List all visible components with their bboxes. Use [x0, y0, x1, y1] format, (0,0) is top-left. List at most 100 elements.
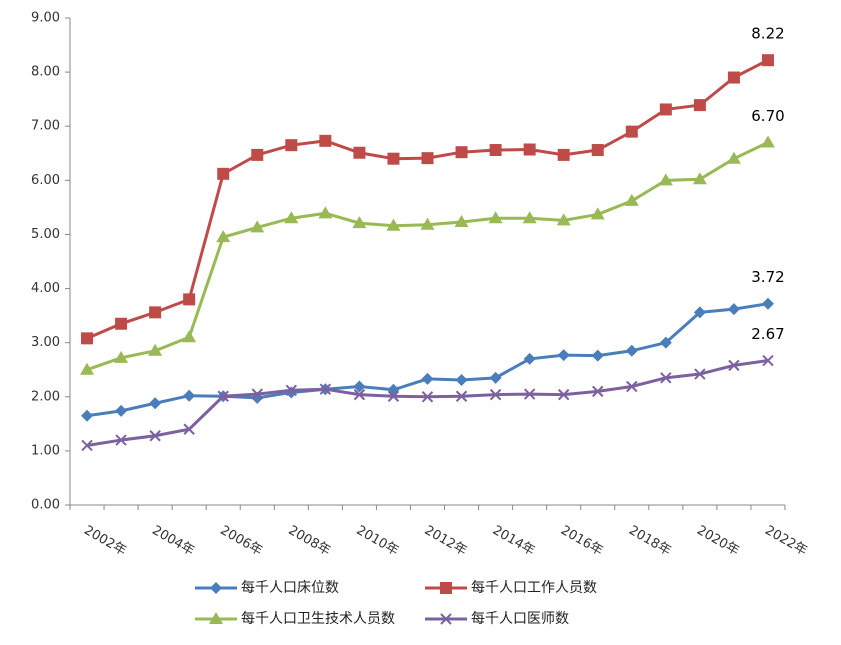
marker: [440, 613, 452, 625]
marker: [183, 389, 196, 402]
marker: [488, 211, 503, 224]
marker: [693, 99, 706, 112]
marker: [115, 317, 128, 330]
marker: [728, 359, 740, 372]
x-tick-label: 2008年: [286, 523, 333, 559]
marker: [81, 332, 94, 345]
marker: [353, 388, 366, 401]
x-tick-label: 2014年: [490, 523, 537, 559]
y-tick-label: 2.00: [31, 389, 60, 404]
y-tick-label: 3.00: [31, 335, 60, 350]
marker: [625, 125, 638, 138]
marker: [626, 380, 638, 393]
y-tick-label: 4.00: [31, 281, 60, 296]
marker: [149, 397, 162, 410]
marker: [183, 423, 195, 435]
marker: [557, 388, 570, 401]
marker: [592, 385, 604, 398]
marker-stroke: [592, 385, 604, 398]
marker: [693, 306, 706, 319]
y-tick-label: 8.00: [31, 65, 60, 80]
marker: [489, 144, 502, 157]
marker: [80, 362, 95, 375]
y-tick-label: 0.00: [31, 498, 60, 513]
marker: [659, 336, 672, 349]
marker: [591, 144, 604, 157]
marker: [387, 152, 400, 165]
marker: [556, 213, 571, 226]
marker-stroke: [523, 388, 536, 400]
marker-stroke: [455, 390, 468, 402]
value-label: 8.22: [751, 25, 784, 43]
x-tick-label: 2016年: [558, 523, 605, 559]
marker: [285, 384, 298, 396]
marker: [624, 193, 639, 206]
marker: [455, 146, 468, 159]
marker-stroke: [762, 354, 774, 367]
marker: [318, 206, 333, 219]
marker: [761, 54, 774, 67]
marker: [387, 390, 400, 402]
marker: [591, 349, 604, 362]
marker-stroke: [183, 423, 195, 435]
marker-stroke: [217, 390, 229, 402]
marker: [726, 151, 741, 164]
legend-label: 每千人口床位数: [241, 580, 339, 596]
x-tick-label: 2018年: [626, 523, 673, 559]
marker: [209, 612, 223, 624]
marker-stroke: [660, 372, 672, 384]
marker: [284, 211, 299, 224]
marker: [761, 297, 774, 310]
marker: [762, 354, 774, 367]
y-tick-label: 1.00: [31, 443, 60, 458]
marker-stroke: [440, 613, 452, 625]
x-tick-label: 2006年: [218, 523, 265, 559]
marker-stroke: [557, 388, 570, 401]
marker: [210, 582, 222, 594]
x-tick-label: 2012年: [422, 523, 469, 559]
marker: [523, 388, 536, 400]
marker: [659, 103, 672, 116]
marker: [149, 306, 162, 319]
value-label: 2.67: [751, 325, 784, 343]
marker: [353, 146, 366, 159]
marker-stroke: [421, 391, 434, 403]
marker: [660, 372, 672, 384]
marker: [285, 139, 298, 152]
marker: [81, 439, 93, 452]
legend-label: 每千人口工作人员数: [471, 580, 597, 596]
x-tick-label: 2004年: [149, 523, 196, 559]
marker-stroke: [387, 390, 400, 402]
marker: [454, 214, 469, 227]
marker: [421, 372, 434, 385]
marker: [455, 390, 468, 402]
marker: [319, 134, 332, 147]
marker: [421, 391, 434, 403]
marker-stroke: [489, 388, 502, 401]
marker: [440, 582, 452, 594]
marker: [522, 211, 537, 224]
legend-label: 每千人口卫生技术人员数: [241, 611, 395, 627]
marker: [250, 220, 265, 233]
marker-stroke: [149, 430, 161, 442]
y-tick-label: 6.00: [31, 173, 60, 188]
marker: [353, 380, 366, 393]
y-tick-label: 5.00: [31, 227, 60, 242]
marker: [625, 344, 638, 357]
marker: [420, 217, 435, 230]
marker: [523, 143, 536, 156]
marker: [115, 434, 127, 446]
marker: [149, 430, 161, 442]
marker: [760, 135, 775, 148]
marker-stroke: [115, 434, 127, 446]
marker: [489, 388, 502, 401]
marker: [590, 207, 605, 220]
marker-stroke: [353, 388, 366, 401]
marker: [352, 216, 367, 229]
marker-stroke: [81, 439, 93, 452]
x-tick-label: 2022年: [762, 523, 809, 559]
marker: [692, 172, 707, 185]
marker: [421, 152, 434, 165]
marker: [557, 148, 570, 161]
